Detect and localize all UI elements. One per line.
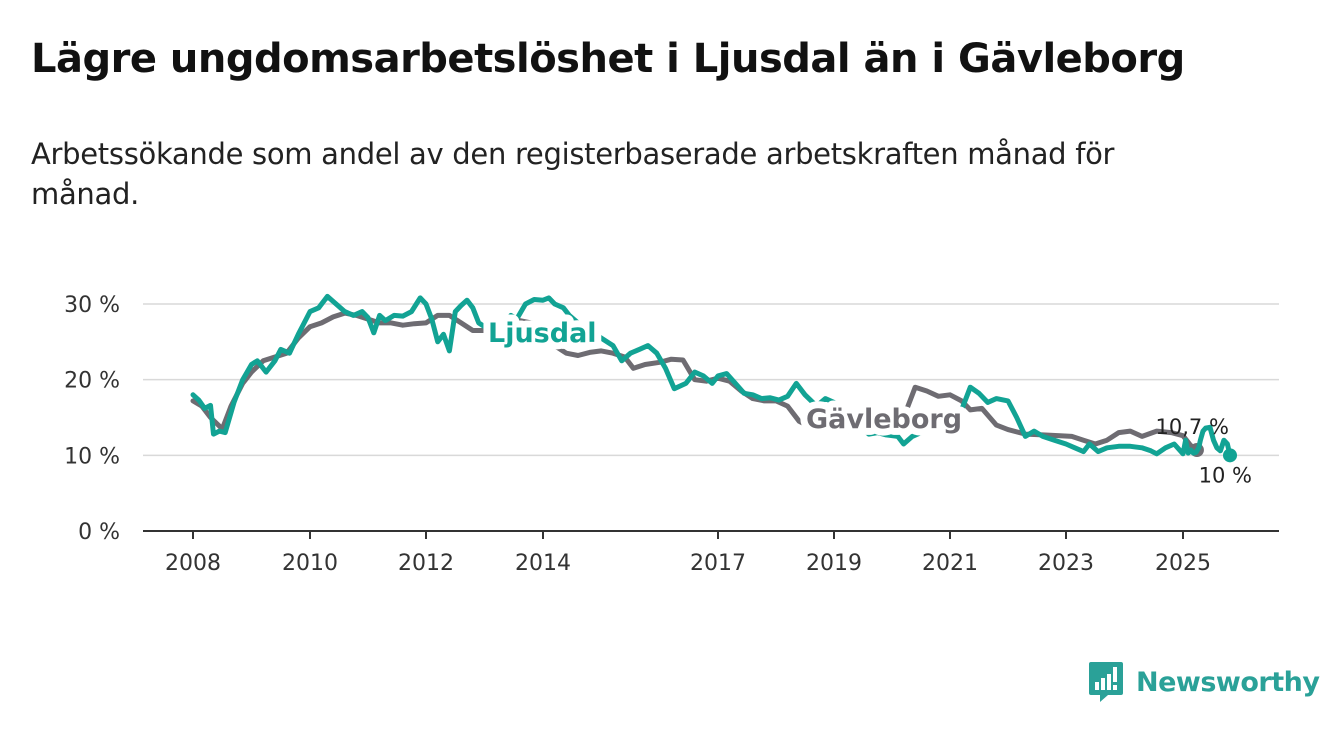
series-label-ljusdal-halo: Ljusdal [488, 318, 597, 349]
x-tick-label: 2019 [806, 551, 862, 576]
series-line-gävleborg [190, 310, 1200, 453]
x-tick-label: 2010 [282, 551, 338, 576]
chart-title: Lägre ungdomsarbetslöshet i Ljusdal än i… [31, 36, 1185, 82]
series-label-gavleborg-halo: Gävleborg [806, 404, 962, 435]
x-tick-label: 2021 [922, 551, 978, 576]
brand-logo: Newsworthy [1088, 660, 1320, 704]
chart-subtitle: Arbetssökande som andel av den registerb… [31, 137, 1115, 211]
series-label-gavleborg: Gävleborg [806, 404, 962, 435]
x-tick-label: 2012 [398, 551, 454, 576]
y-tick-label: 30 % [64, 293, 120, 318]
end-value-label-gavleborg: 10,7 % [1156, 415, 1229, 439]
x-tick-label: 2014 [515, 551, 571, 576]
y-tick-label: 10 % [64, 444, 120, 469]
brand-name: Newsworthy [1136, 666, 1320, 698]
x-axis-tick-labels: 2008 2010 2012 2014 2017 2019 2021 2023 2025 [165, 531, 1211, 576]
x-tick-label: 2008 [165, 551, 221, 576]
y-axis-tick-labels: 0 % 10 % 20 % 30 % [64, 293, 120, 545]
x-tick-label: 2025 [1155, 551, 1211, 576]
series-label-ljusdal: Ljusdal [488, 318, 597, 349]
end-value-label-ljusdal: 10 % [1199, 463, 1252, 487]
newsworthy-logo-icon [1089, 662, 1123, 702]
y-tick-label: 0 % [78, 520, 120, 545]
y-tick-label: 20 % [64, 369, 120, 394]
series-end-point [1223, 448, 1237, 463]
x-tick-label: 2023 [1038, 551, 1094, 576]
series-layer [190, 293, 1237, 463]
series-line-ljusdal [190, 293, 1233, 458]
x-tick-label: 2017 [690, 551, 746, 576]
